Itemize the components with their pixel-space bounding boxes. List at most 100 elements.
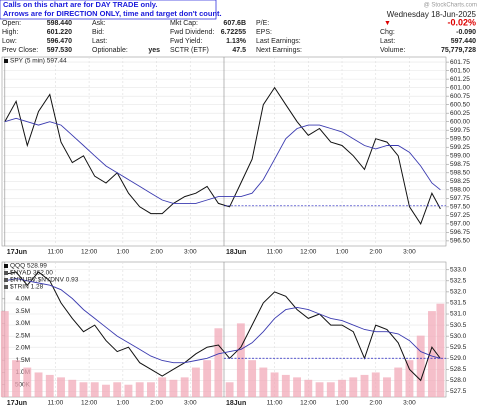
quote-label: Prev Close: bbox=[2, 47, 38, 54]
x-tick-label: 18Jun bbox=[226, 400, 246, 406]
quote-label: ▼ bbox=[384, 20, 391, 27]
volume-bar bbox=[45, 374, 54, 397]
volume-bar bbox=[394, 367, 403, 397]
volume-bar bbox=[79, 382, 88, 397]
volume-bar bbox=[225, 382, 234, 397]
volume-bar bbox=[113, 382, 122, 397]
volume-bar bbox=[416, 335, 425, 397]
volume-bar bbox=[405, 360, 414, 397]
quote-value: yes bbox=[148, 47, 160, 54]
y-tick-label: 598.50 bbox=[450, 170, 470, 177]
y-tick-label: 601.25 bbox=[450, 76, 470, 83]
y-tick-label: 597.75 bbox=[450, 195, 470, 202]
volume-bar bbox=[383, 377, 391, 397]
y-tick-label: 597.00 bbox=[450, 221, 470, 228]
x-tick-label: 12:00 bbox=[300, 400, 317, 406]
volume-bar bbox=[191, 367, 200, 397]
notice-line: Arrows are for DIRECTION ONLY, time and … bbox=[3, 9, 222, 18]
quote-label: Volume: bbox=[380, 47, 405, 54]
quote-label: Next Earnings: bbox=[256, 47, 302, 54]
volume-bar bbox=[293, 377, 301, 397]
quote-value: 607.6B bbox=[223, 20, 246, 27]
quote-label: Mkt Cap: bbox=[170, 20, 198, 27]
price-line bbox=[4, 86, 441, 226]
volume-bar bbox=[34, 372, 43, 397]
volume-bar bbox=[270, 372, 279, 397]
x-tick-label: 18Jun bbox=[226, 249, 246, 256]
quote-label: EPS: bbox=[256, 29, 272, 36]
y2-tick-label: 2.0M bbox=[16, 345, 30, 352]
quote-value: -0.090 bbox=[456, 29, 476, 36]
x-tick-label: 17Jun bbox=[7, 249, 27, 256]
y-tick-label: 600.25 bbox=[450, 110, 470, 117]
x-tick-label: 12:00 bbox=[81, 400, 98, 406]
quote-value: 47.5 bbox=[232, 47, 246, 54]
y-tick-label: 528.0 bbox=[450, 377, 467, 384]
y-tick-label: 533.0 bbox=[450, 266, 467, 273]
legend-label: $NYAD 362.00 bbox=[10, 270, 53, 277]
volume-bar bbox=[90, 382, 99, 397]
volume-bar bbox=[169, 379, 178, 397]
quote-label: Bid: bbox=[92, 29, 104, 36]
x-tick-label: 11:00 bbox=[47, 249, 63, 256]
y-tick-label: 527.5 bbox=[450, 388, 467, 395]
x-tick-label: 12:00 bbox=[81, 249, 98, 256]
x-tick-label: 3:00 bbox=[184, 400, 197, 406]
volume-bar bbox=[158, 377, 167, 397]
quote-value: 1.13% bbox=[226, 38, 247, 45]
volume-bar bbox=[236, 323, 245, 397]
price-line bbox=[4, 271, 441, 382]
y-tick-label: 530.0 bbox=[450, 333, 467, 340]
quote-label: High: bbox=[2, 29, 18, 36]
volume-bar bbox=[147, 382, 155, 397]
x-tick-label: 11:00 bbox=[47, 400, 63, 406]
quote-label: Fwd Dividend: bbox=[170, 29, 214, 36]
legend-label: $NYUPV:$NYDNV 0.93 bbox=[10, 277, 79, 284]
volume-bar bbox=[436, 303, 445, 397]
y-tick-label: 598.25 bbox=[450, 178, 470, 185]
x-tick-label: 1:00 bbox=[117, 249, 130, 256]
y-tick-label: 598.00 bbox=[450, 187, 470, 194]
x-tick-label: 11:00 bbox=[267, 400, 283, 406]
y2-tick-label: 2.5M bbox=[16, 332, 30, 339]
date: Wednesday 18-Jun-2025 bbox=[387, 10, 477, 19]
x-tick-label: 17Jun bbox=[7, 400, 27, 406]
quote-value: -0.02% bbox=[447, 17, 476, 27]
y-tick-label: 601.75 bbox=[450, 59, 470, 66]
y2-tick-label: 3.0M bbox=[16, 320, 30, 327]
watermark: @ StockCharts.com bbox=[424, 3, 477, 9]
volume-bar bbox=[23, 367, 32, 397]
x-tick-label: 3:00 bbox=[184, 249, 197, 256]
y-tick-label: 597.25 bbox=[450, 212, 470, 219]
y-tick-label: 529.5 bbox=[450, 344, 467, 351]
volume-bar bbox=[428, 311, 436, 397]
x-tick-label: 12:00 bbox=[300, 249, 317, 256]
y-tick-label: 600.00 bbox=[450, 118, 470, 125]
y-tick-label: 532.5 bbox=[450, 278, 467, 285]
y-tick-label: 528.5 bbox=[450, 366, 467, 373]
x-tick-label: 2:00 bbox=[369, 400, 382, 406]
quote-value: 6.72255 bbox=[221, 29, 246, 36]
y-tick-label: 597.50 bbox=[450, 204, 470, 211]
quote-value: 75,779,728 bbox=[441, 47, 476, 54]
y-tick-label: 531.5 bbox=[450, 300, 467, 307]
quote-value: 598.440 bbox=[47, 20, 72, 27]
quote-label: Low: bbox=[2, 38, 17, 45]
volume-bar bbox=[68, 379, 77, 397]
x-tick-label: 3:00 bbox=[403, 400, 416, 406]
y-tick-label: 596.75 bbox=[450, 229, 470, 236]
quote-label: Chg: bbox=[380, 29, 395, 36]
quote-label: Optionable: bbox=[92, 47, 128, 54]
volume-bar bbox=[124, 384, 133, 397]
y-tick-label: 601.50 bbox=[450, 67, 470, 74]
volume-bar bbox=[214, 328, 223, 397]
y-tick-label: 599.25 bbox=[450, 144, 470, 151]
quote-value: 601.220 bbox=[47, 29, 72, 36]
quote-label: Last: bbox=[92, 38, 107, 45]
volume-bar bbox=[57, 377, 65, 397]
x-tick-label: 2:00 bbox=[369, 249, 382, 256]
x-tick-label: 1:00 bbox=[336, 249, 349, 256]
volume-bar bbox=[326, 382, 335, 397]
y-tick-label: 531.0 bbox=[450, 311, 467, 318]
